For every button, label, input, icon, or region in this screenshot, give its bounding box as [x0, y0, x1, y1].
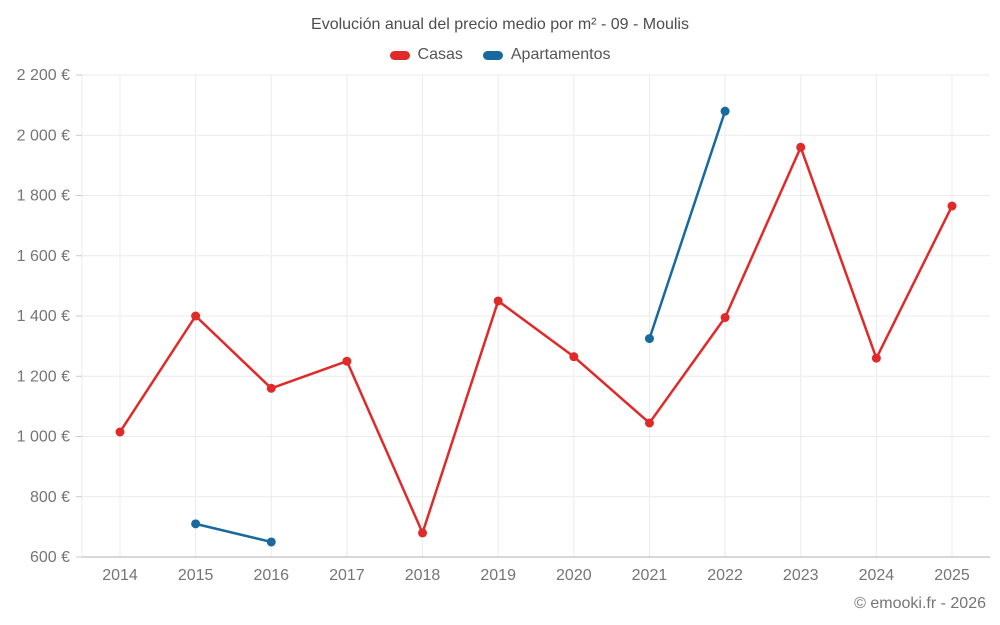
casas-point-2015[interactable] — [191, 311, 201, 321]
casas-point-2024[interactable] — [871, 353, 881, 363]
y-tick-label-1600: 1 600 € — [17, 248, 70, 265]
x-tick-label-2018: 2018 — [405, 567, 441, 584]
series-line-apartamentos — [194, 522, 273, 544]
series-line-apartamentos — [648, 109, 727, 340]
y-tick-label-1800: 1 800 € — [17, 188, 70, 205]
y-tick-label-1400: 1 400 € — [17, 308, 70, 325]
legend: Casas Apartamentos — [0, 46, 1000, 64]
apartamentos-point-2022[interactable] — [720, 106, 730, 116]
apartamentos-point-2021[interactable] — [644, 334, 654, 344]
x-tick-label-2014: 2014 — [102, 567, 138, 584]
y-tick-label-1200: 1 200 € — [17, 368, 70, 385]
apartamentos-point-2015[interactable] — [191, 519, 201, 529]
legend-item-casas[interactable]: Casas — [389, 46, 463, 64]
y-tick-label-2000: 2 000 € — [17, 127, 70, 144]
y-tick-label-2200: 2 200 € — [17, 67, 70, 84]
casas-point-2019[interactable] — [493, 296, 503, 306]
y-tick-label-600: 600 € — [30, 549, 70, 566]
casas-point-2021[interactable] — [644, 418, 654, 428]
casas-point-2014[interactable] — [115, 427, 125, 437]
legend-item-apartamentos[interactable]: Apartamentos — [482, 46, 611, 64]
casas-point-2020[interactable] — [569, 352, 579, 362]
y-tick-label-1000: 1 000 € — [17, 429, 70, 446]
apartamentos-swatch-icon — [482, 50, 503, 60]
casas-swatch-icon — [389, 50, 410, 60]
x-tick-label-2025: 2025 — [934, 567, 970, 584]
x-tick-label-2023: 2023 — [783, 567, 819, 584]
x-tick-label-2020: 2020 — [556, 567, 592, 584]
casas-point-2017[interactable] — [342, 356, 352, 366]
casas-point-2025[interactable] — [947, 201, 957, 211]
casas-point-2023[interactable] — [796, 142, 806, 152]
x-tick-label-2019: 2019 — [480, 567, 516, 584]
x-tick-label-2017: 2017 — [329, 567, 365, 584]
legend-label-apartamentos: Apartamentos — [510, 46, 611, 63]
x-tick-label-2022: 2022 — [707, 567, 743, 584]
x-tick-label-2016: 2016 — [253, 567, 289, 584]
apartamentos-point-2016[interactable] — [266, 537, 276, 547]
casas-point-2022[interactable] — [720, 313, 730, 323]
chart-title: Evolución anual del precio medio por m² … — [311, 16, 689, 33]
y-tick-label-800: 800 € — [30, 489, 70, 506]
series-line-casas — [118, 146, 954, 535]
legend-label-casas: Casas — [417, 46, 463, 63]
x-tick-label-2015: 2015 — [178, 567, 214, 584]
casas-point-2016[interactable] — [266, 383, 276, 393]
attribution: © emooki.fr - 2026 — [854, 595, 986, 612]
x-tick-label-2024: 2024 — [859, 567, 895, 584]
casas-point-2018[interactable] — [418, 528, 428, 538]
x-tick-label-2021: 2021 — [632, 567, 668, 584]
